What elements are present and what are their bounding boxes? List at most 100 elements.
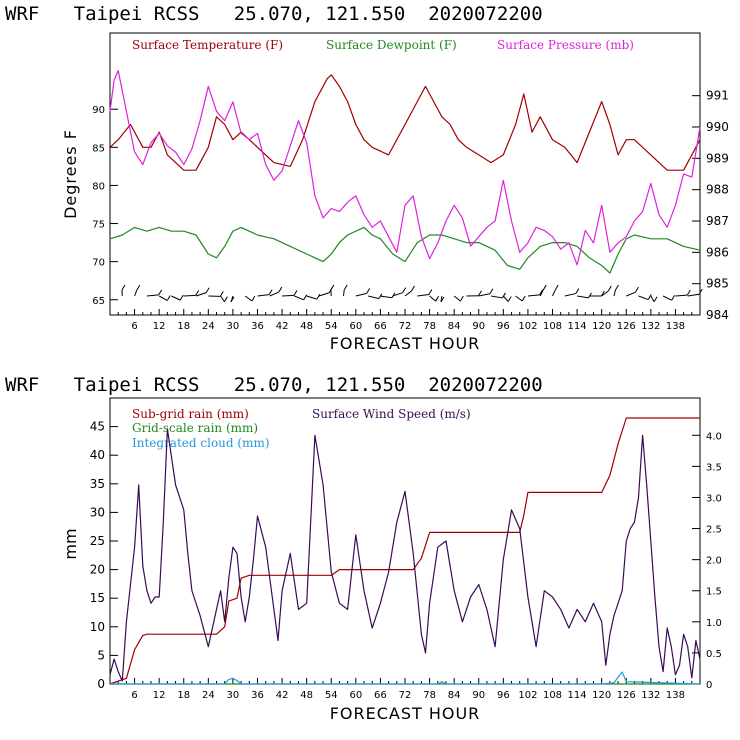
wind-barb-flag (647, 294, 652, 300)
wind-barb-flag (411, 285, 415, 292)
x-tick-label: 126 (617, 321, 636, 332)
y2-tick-label: 991 (706, 89, 729, 103)
y-tick-label: 15 (90, 591, 105, 605)
wind-barb (502, 295, 509, 302)
wind-barb-flag (330, 284, 335, 291)
wind-barb-flag (698, 288, 703, 295)
legend-subgrid-rain: Sub-grid rain (mm) (132, 407, 249, 421)
wind-barb-flag (158, 289, 163, 296)
wind-barb (392, 292, 403, 297)
wind-barb (158, 295, 168, 301)
x-tick-label: 36 (251, 690, 264, 701)
y2-tick-label: 1.0 (706, 618, 722, 629)
x-axis-ticks: 6 12 18 24 30 36 42 48 54 60 66 72 78 84 90 96 102 108 114… (117, 678, 693, 701)
x-tick-label: 60 (349, 321, 362, 332)
y-tick-label: 80 (92, 181, 105, 192)
wind-barb-flag (219, 291, 224, 297)
wind-barb (650, 295, 655, 303)
wind-barb-flag (316, 293, 321, 300)
x-tick-label: 6 (131, 690, 137, 701)
y2-tick-label: 986 (706, 245, 729, 259)
y-axis-ticks: 65 70 75 80 85 90 (92, 105, 118, 307)
x-tick-label: 84 (448, 690, 461, 701)
wind-barb-flag (600, 290, 605, 297)
pressure-line (109, 69, 701, 266)
wind-barb (294, 295, 304, 301)
x-tick-label: 108 (543, 690, 562, 701)
wind-barb-flag (554, 284, 559, 291)
wind-barb-flag (575, 288, 580, 294)
panel-title: WRF Taipei RCSS 25.070, 121.550 20200722… (5, 374, 543, 396)
y-tick-label: 45 (90, 420, 105, 434)
y2-tick-label: 3.5 (706, 462, 722, 473)
y-axis-ticks: 0 5 10 15 20 25 30 35 40 45 (90, 420, 118, 691)
wind-barb-flag (671, 294, 676, 301)
y2-axis-ticks: 984 985 986 987 988 989 990 991 (692, 89, 729, 322)
y-tick-label: 75 (92, 220, 105, 231)
wind-barb (343, 289, 345, 297)
wind-barb (577, 295, 589, 299)
wind-barb (417, 293, 429, 297)
x-tick-label: 102 (518, 321, 537, 332)
wind-barb-flag (179, 294, 184, 301)
x-tick-label: 42 (276, 321, 289, 332)
wind-barb-flag (653, 296, 658, 303)
y2-tick-label: 0.5 (706, 649, 722, 660)
wind-barb (662, 295, 672, 301)
wind-barb-flag (686, 289, 691, 296)
subgrid-rain-line (109, 417, 700, 685)
wind-barb (601, 290, 609, 297)
wind-barb (404, 290, 412, 297)
y-tick-label: 20 (90, 563, 105, 577)
y2-tick-label: 1.5 (706, 587, 722, 598)
y2-tick-label: 990 (706, 120, 729, 134)
x-tick-label: 78 (423, 321, 436, 332)
wind-barb-flag (166, 295, 171, 301)
dewpoint-line (109, 226, 701, 274)
wind-barb (515, 295, 523, 302)
wind-barb (429, 295, 436, 302)
wind-barb (539, 289, 544, 297)
wind-barb-flag (293, 290, 298, 296)
x-tick-label: 48 (300, 321, 313, 332)
x-tick-label: 66 (374, 690, 387, 701)
x-tick-label: 6 (131, 321, 137, 332)
wind-barb (675, 294, 688, 297)
y-tick-label: 25 (90, 534, 105, 548)
y2-tick-label: 988 (706, 183, 729, 197)
x-tick-label: 12 (153, 321, 166, 332)
legend-wind-speed: Surface Wind Speed (m/s) (312, 407, 471, 421)
wind-barb-flag (378, 293, 383, 299)
x-tick-label: 90 (472, 321, 485, 332)
wind-barb-flag (195, 290, 200, 296)
wind-barb-flag (136, 284, 141, 291)
wind-barb-flag (615, 284, 619, 291)
y-tick-label: 85 (92, 143, 105, 154)
wind-barb (355, 292, 367, 297)
y-tick-label: 0 (97, 677, 105, 691)
wind-barb (638, 295, 649, 301)
y-tick-label: 30 (90, 505, 105, 519)
y2-tick-label: 3.0 (706, 493, 722, 504)
y2-tick-label: 0 (706, 680, 712, 691)
wind-barb (564, 293, 576, 297)
wind-barb (134, 289, 138, 297)
x-tick-label: 24 (202, 321, 215, 332)
y-axis-label: Degrees F (61, 129, 80, 219)
wind-barb (453, 295, 461, 302)
y-tick-label: 70 (92, 258, 105, 269)
plot-frame (109, 32, 701, 316)
y-tick-label: 35 (90, 477, 105, 491)
x-tick-label: 96 (497, 690, 510, 701)
y2-tick-label: 2.0 (706, 556, 722, 567)
x-tick-label: 48 (300, 690, 313, 701)
wind-barb-flag (205, 287, 210, 294)
x-axis-label: FORECAST HOUR (330, 704, 481, 723)
x-tick-label: 102 (518, 690, 537, 701)
x-tick-label: 138 (666, 321, 685, 332)
wind-barb-flag (251, 295, 256, 302)
wind-barb (552, 289, 556, 297)
wind-barb-flag (343, 284, 348, 291)
legend-temperature: Surface Temperature (F) (132, 38, 283, 52)
